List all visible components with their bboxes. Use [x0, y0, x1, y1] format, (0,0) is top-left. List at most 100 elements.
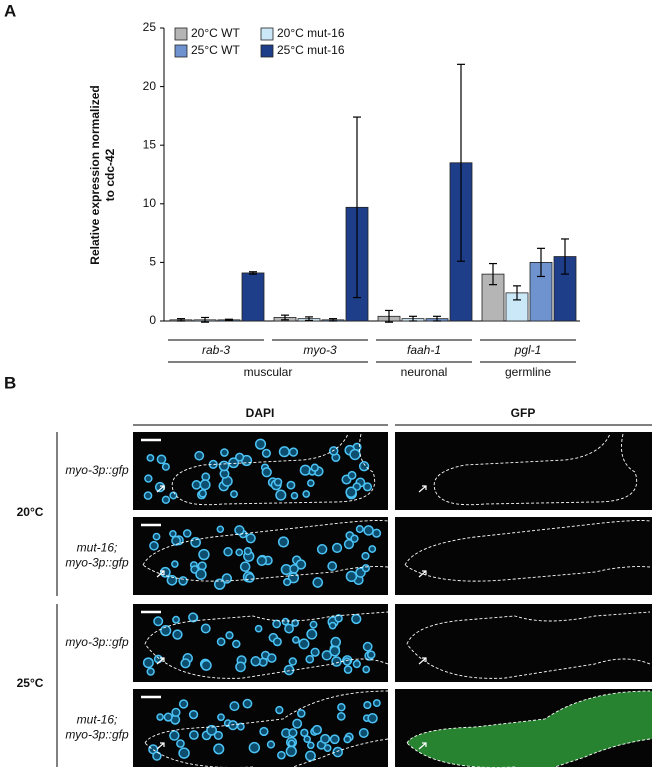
nucleus	[156, 713, 164, 721]
y-tick-label: 25	[143, 20, 157, 34]
nucleus	[281, 617, 290, 626]
nucleus	[234, 525, 245, 536]
group-label: germline	[505, 365, 551, 379]
nucleus	[261, 467, 272, 478]
nucleus	[229, 701, 240, 712]
error-bar	[537, 247, 545, 278]
nucleus	[197, 561, 207, 571]
nucleus	[243, 546, 252, 556]
nucleus	[182, 529, 192, 538]
error-bar	[281, 314, 289, 321]
nucleus	[245, 572, 255, 583]
nucleus	[355, 525, 364, 534]
nucleus	[245, 533, 256, 544]
nucleus	[343, 539, 355, 550]
nucleus	[195, 568, 207, 580]
nucleus	[310, 463, 319, 472]
nucleus	[171, 535, 182, 546]
nucleus	[292, 636, 300, 644]
nucleus	[230, 490, 238, 499]
nucleus	[328, 621, 337, 630]
nucleus	[343, 665, 353, 674]
nucleus	[329, 734, 340, 745]
micrograph	[133, 604, 389, 682]
nucleus	[143, 491, 153, 500]
nucleus	[288, 447, 299, 457]
nucleus	[284, 623, 294, 634]
nucleus	[216, 637, 226, 647]
legend-label: 25°C WT	[191, 43, 240, 57]
nucleus	[327, 561, 338, 571]
nucleus	[153, 616, 164, 627]
group-label: muscular	[244, 365, 293, 379]
nucleus	[292, 718, 303, 729]
nucleus	[266, 740, 276, 749]
x-tick-label: pgl-1	[514, 343, 542, 357]
nucleus	[328, 446, 339, 456]
nucleus	[178, 699, 189, 709]
arrow	[418, 742, 427, 750]
nucleus	[368, 545, 377, 553]
nucleus	[299, 464, 311, 476]
arrow	[418, 570, 427, 578]
error-bar	[329, 318, 337, 322]
nucleus	[362, 641, 373, 652]
outline	[406, 611, 651, 679]
error-bar	[353, 116, 361, 299]
nucleus	[180, 658, 191, 669]
nucleus	[312, 577, 324, 588]
error-bar	[489, 262, 497, 286]
column-header: GFP	[511, 406, 536, 420]
nucleus	[228, 457, 240, 469]
error-bar	[305, 316, 313, 322]
nucleus	[172, 629, 183, 640]
nucleus	[213, 743, 225, 755]
nucleus	[283, 577, 292, 587]
nucleus	[176, 739, 185, 748]
legend-label: 25°C mut-16	[277, 43, 345, 57]
nucleus	[295, 559, 307, 570]
image-bg	[133, 689, 388, 767]
error-bar	[177, 318, 185, 322]
nucleus	[218, 460, 230, 472]
legend-label: 20°C WT	[191, 26, 240, 40]
outline	[406, 690, 651, 768]
outline	[144, 690, 389, 768]
arrow	[156, 657, 165, 665]
error-bar	[561, 238, 569, 275]
nucleus	[312, 724, 322, 735]
nucleus	[267, 653, 277, 663]
nucleus	[152, 532, 161, 541]
y-axis-label: Relative expression normalized	[88, 85, 102, 264]
legend-swatch	[260, 27, 274, 41]
micrograph	[133, 689, 389, 768]
nucleus	[345, 570, 358, 583]
y-tick-label: 20	[143, 79, 157, 93]
y-tick-label: 0	[149, 313, 156, 327]
nucleus	[323, 744, 332, 752]
temperature-label: 20°C	[17, 505, 44, 519]
nucleus	[334, 614, 343, 623]
error-bar	[513, 285, 521, 301]
nucleus	[194, 450, 205, 461]
nucleus	[337, 703, 346, 712]
micrograph	[395, 604, 652, 682]
nucleus	[200, 623, 211, 634]
nucleus	[278, 446, 290, 458]
error-bar	[409, 315, 417, 322]
nucleus	[223, 547, 233, 557]
nucleus	[198, 548, 210, 561]
nucleus	[309, 620, 318, 629]
nucleus	[146, 667, 155, 676]
row-label: mut-16;	[77, 541, 118, 555]
row-label: myo-3p::gfp	[65, 556, 129, 570]
nucleus	[275, 489, 287, 501]
panel-label: A	[4, 1, 16, 20]
nucleus	[358, 727, 369, 738]
nucleus	[213, 730, 223, 741]
nucleus	[163, 712, 173, 722]
nucleus	[142, 657, 154, 669]
nucleus	[239, 561, 251, 573]
legend-swatch	[260, 44, 274, 58]
